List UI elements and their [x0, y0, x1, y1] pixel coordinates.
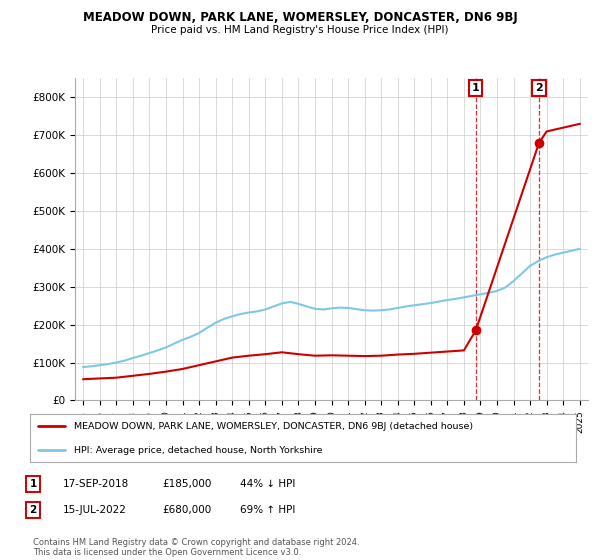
- Text: Contains HM Land Registry data © Crown copyright and database right 2024.
This d: Contains HM Land Registry data © Crown c…: [33, 538, 359, 557]
- Text: £185,000: £185,000: [162, 479, 211, 489]
- Text: 2: 2: [535, 83, 543, 93]
- Text: Price paid vs. HM Land Registry's House Price Index (HPI): Price paid vs. HM Land Registry's House …: [151, 25, 449, 35]
- Text: £680,000: £680,000: [162, 505, 211, 515]
- Text: 17-SEP-2018: 17-SEP-2018: [63, 479, 129, 489]
- Text: MEADOW DOWN, PARK LANE, WOMERSLEY, DONCASTER, DN6 9BJ: MEADOW DOWN, PARK LANE, WOMERSLEY, DONCA…: [83, 11, 517, 24]
- Text: 15-JUL-2022: 15-JUL-2022: [63, 505, 127, 515]
- Text: 1: 1: [472, 83, 479, 93]
- Text: 2: 2: [29, 505, 37, 515]
- Text: MEADOW DOWN, PARK LANE, WOMERSLEY, DONCASTER, DN6 9BJ (detached house): MEADOW DOWN, PARK LANE, WOMERSLEY, DONCA…: [74, 422, 473, 431]
- Text: HPI: Average price, detached house, North Yorkshire: HPI: Average price, detached house, Nort…: [74, 446, 322, 455]
- Text: 44% ↓ HPI: 44% ↓ HPI: [240, 479, 295, 489]
- Text: 1: 1: [29, 479, 37, 489]
- Text: 69% ↑ HPI: 69% ↑ HPI: [240, 505, 295, 515]
